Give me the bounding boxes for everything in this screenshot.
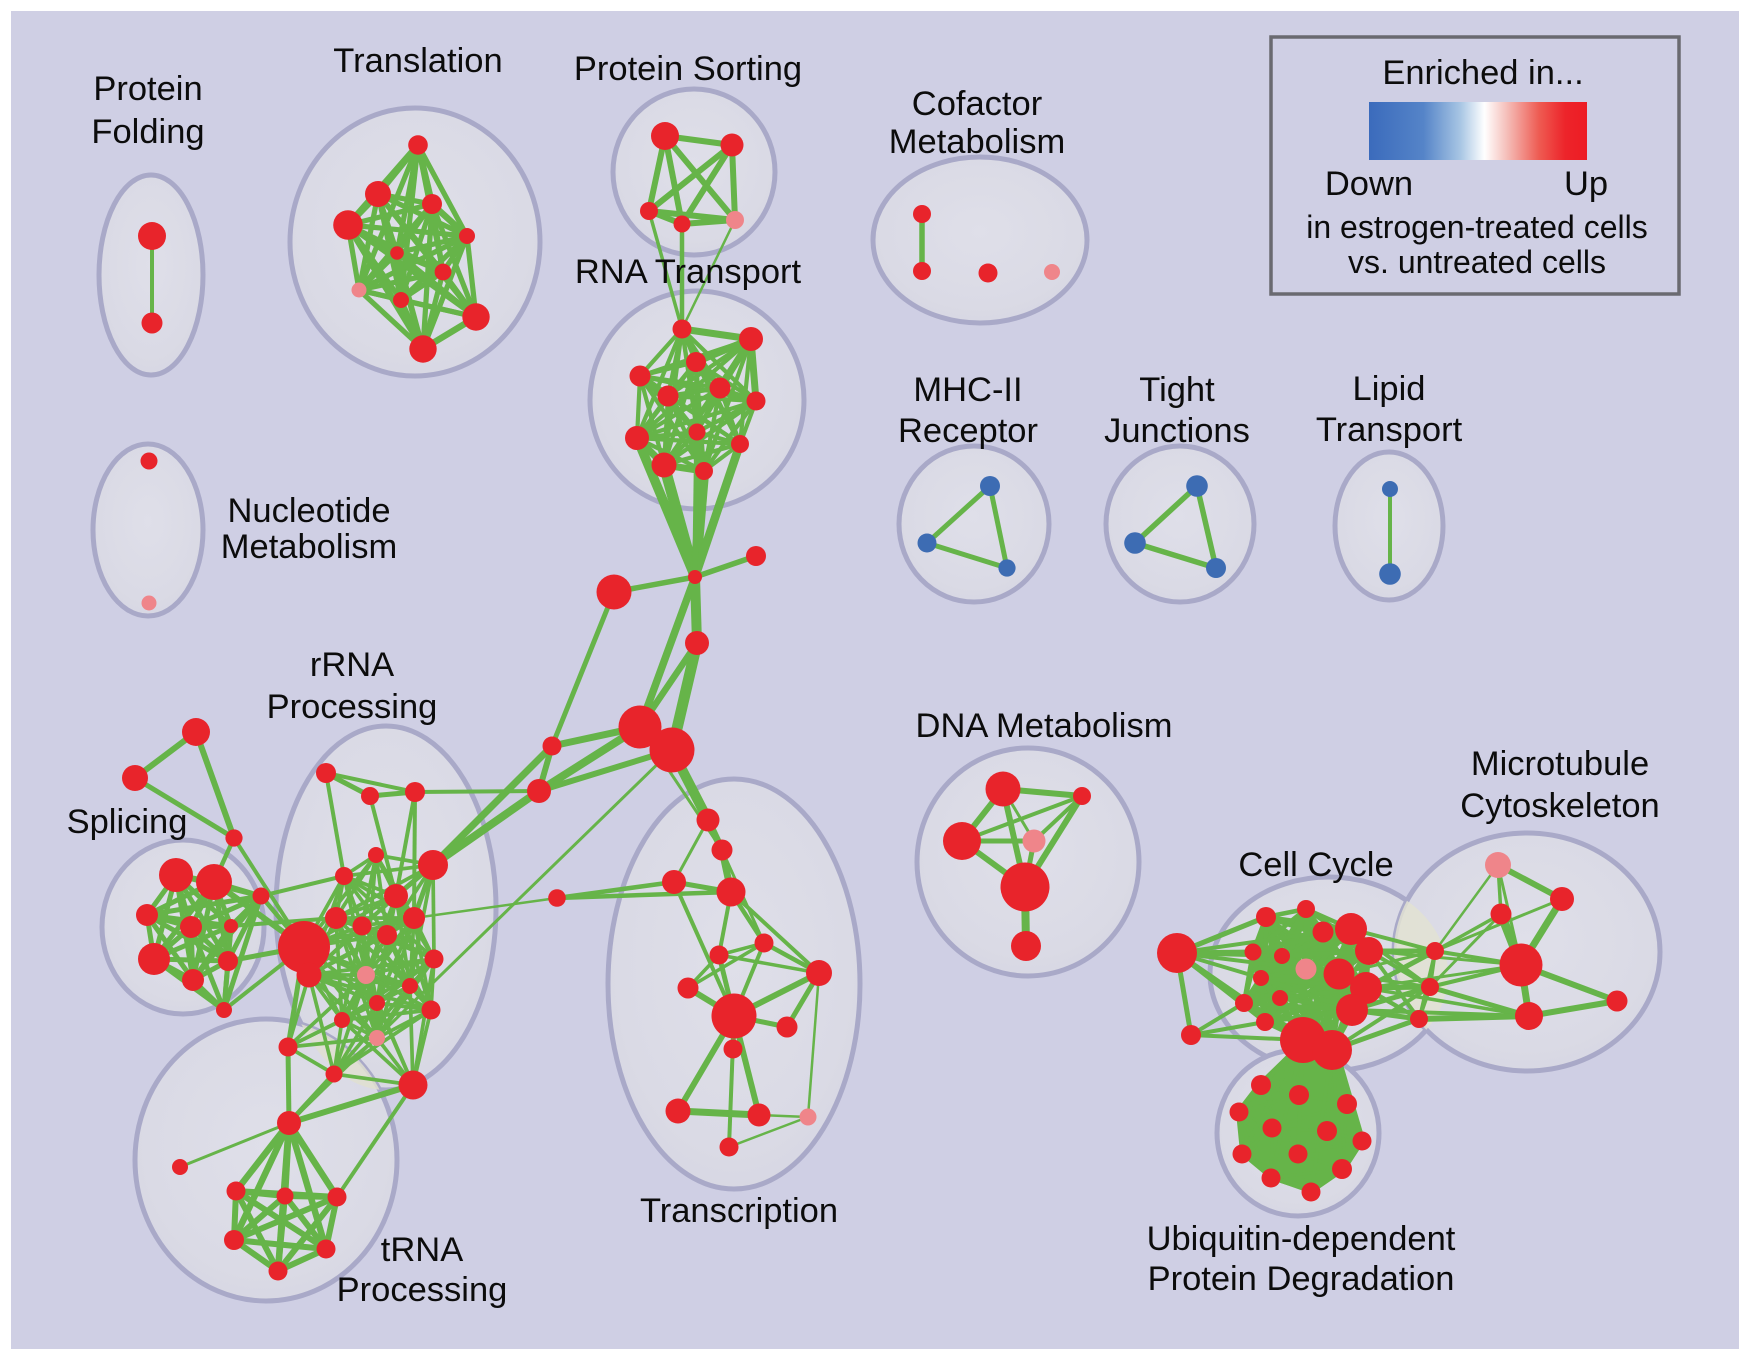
svg-text:Down: Down [1325,165,1413,203]
svg-text:Enriched in...: Enriched in... [1382,54,1583,92]
svg-text:Cytoskeleton: Cytoskeleton [1460,787,1659,825]
svg-text:Metabolism: Metabolism [221,528,397,566]
svg-text:Microtubule: Microtubule [1471,745,1649,783]
svg-text:Protein Degradation: Protein Degradation [1148,1260,1455,1298]
svg-text:Cell Cycle: Cell Cycle [1238,846,1393,884]
svg-text:Processing: Processing [337,1271,508,1309]
svg-text:Nucleotide: Nucleotide [227,492,390,530]
svg-text:Junctions: Junctions [1104,412,1250,450]
svg-text:Transcription: Transcription [640,1192,838,1230]
svg-text:Splicing: Splicing [67,803,188,841]
svg-text:RNA Transport: RNA Transport [575,253,802,291]
svg-text:Ubiquitin-dependent: Ubiquitin-dependent [1147,1220,1456,1258]
svg-text:DNA Metabolism: DNA Metabolism [916,707,1173,745]
svg-text:Metabolism: Metabolism [889,123,1065,161]
svg-text:Processing: Processing [267,688,438,726]
svg-text:Lipid: Lipid [1353,370,1426,408]
svg-text:in estrogen-treated cells: in estrogen-treated cells [1306,209,1648,245]
svg-text:MHC-II: MHC-II [913,371,1022,409]
svg-text:rRNA: rRNA [310,646,394,684]
svg-text:vs. untreated cells: vs. untreated cells [1348,244,1606,280]
svg-text:Receptor: Receptor [898,412,1038,450]
svg-text:tRNA: tRNA [381,1231,463,1269]
svg-text:Folding: Folding [91,113,204,151]
svg-text:Up: Up [1564,165,1608,203]
svg-text:Protein Sorting: Protein Sorting [574,50,802,88]
svg-text:Translation: Translation [333,42,502,80]
svg-text:Cofactor: Cofactor [912,85,1042,123]
svg-text:Protein: Protein [93,70,202,108]
svg-text:Tight: Tight [1139,371,1215,409]
svg-text:Transport: Transport [1316,411,1463,449]
